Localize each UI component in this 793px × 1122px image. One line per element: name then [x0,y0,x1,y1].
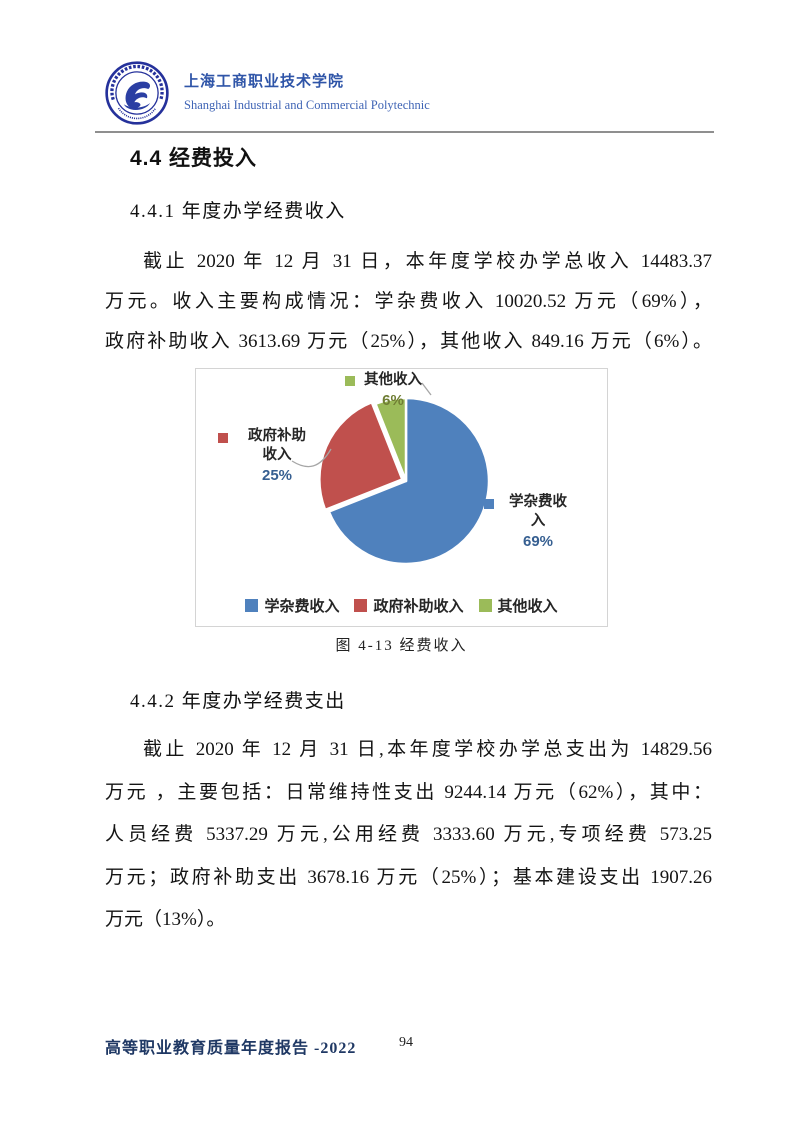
data-label-text: 政府补助 [248,428,306,444]
page-header: 上海工商职业技术学院 Shanghai Industrial and Comme… [104,58,430,126]
school-emblem-icon [104,60,170,126]
legend-item-tuition: 学杂费收入 [245,595,339,616]
figure-caption: 图 4-13 经费收入 [335,638,468,654]
green-square-marker [345,376,355,386]
red-square-marker [218,433,228,443]
data-label-percent: 6% [382,392,404,409]
paragraph-line: 万元 ，主要包括：日常维持性支出 9244.14 万元（62%），其中： [105,781,712,803]
school-names: 上海工商职业技术学院 Shanghai Industrial and Comme… [184,58,430,113]
blue-square-marker [484,499,494,509]
footer-report-title: 高等职业教育质量年度报告 -2022 [105,1040,357,1057]
data-label-text: 收入 [262,447,292,463]
data-label-text: 入 [530,513,546,529]
pie-slice-其他收入 [374,396,408,483]
school-name-en: Shanghai Industrial and Commercial Polyt… [184,98,430,112]
pie-slice-学杂费收入 [327,396,491,566]
legend-label: 政府补助收入 [373,598,464,615]
chart-legend: 学杂费收入 政府补助收入 其他收入 [196,595,607,616]
leader-line-other [421,382,432,396]
paragraph-line: 截止 2020 年 12 月 31 日，本年度学校办学总收入 14483.37 [143,251,712,272]
header-divider [95,131,714,133]
green-square-marker [478,599,492,612]
leader-line-government [291,448,332,468]
paragraph-line: 政府补助收入 3613.69 万元（25%），其他收入 849.16 万元（6%… [105,331,712,352]
legend-item-other: 其他收入 [478,595,558,616]
data-label-government: 政府补助 收入 25% [218,427,320,486]
pie-slice-政府补助收入 [318,400,404,512]
paragraph-line: 万元；政府补助支出 3678.16 万元（25%）；基本建设支出 1907.26 [105,866,712,888]
section-heading: 4.4 经费投入 [130,147,258,170]
data-label-other: 其他收入 6% [345,371,425,411]
paragraph-line: 人员经费 5337.29 万元,公用经费 3333.60 万元,专项经费 573… [105,824,712,845]
income-paragraph: 截止 2020 年 12 月 31 日，本年度学校办学总收入 14483.37 … [105,242,712,362]
red-square-marker [354,599,368,612]
data-label-tuition: 学杂费收 入 69% [484,493,578,552]
data-label-percent: 25% [261,467,293,484]
page-number: 94 [399,1035,413,1050]
legend-item-government: 政府补助收入 [354,595,464,616]
data-label-percent: 69% [522,533,554,550]
legend-label: 学杂费收入 [264,598,340,615]
paragraph-line: 万元。收入主要构成情况：学杂费收入 10020.52 万元（69%）， [105,291,712,312]
legend-label: 其他收入 [497,598,558,615]
expense-paragraph: 截止 2020 年 12 月 31 日,本年度学校办学总支出为 14829.56… [105,729,712,942]
data-label-text: 其他收入 [364,372,422,388]
school-name-zh: 上海工商职业技术学院 [184,73,345,90]
pie-chart: 学杂费收 入 69% 政府补助 收入 25% 其他收入 6% 学杂费收入 政府补… [195,368,608,627]
data-label-text: 学杂费收 [509,494,567,510]
blue-square-marker [245,599,259,612]
pie-chart-canvas [291,382,491,566]
subsection-heading-income: 4.4.1 年度办学经费收入 [130,201,346,222]
subsection-heading-expense: 4.4.2 年度办学经费支出 [130,691,346,712]
paragraph-line: 万元（13%）。 [105,909,226,930]
paragraph-line: 截止 2020 年 12 月 31 日,本年度学校办学总支出为 14829.56 [143,739,712,760]
